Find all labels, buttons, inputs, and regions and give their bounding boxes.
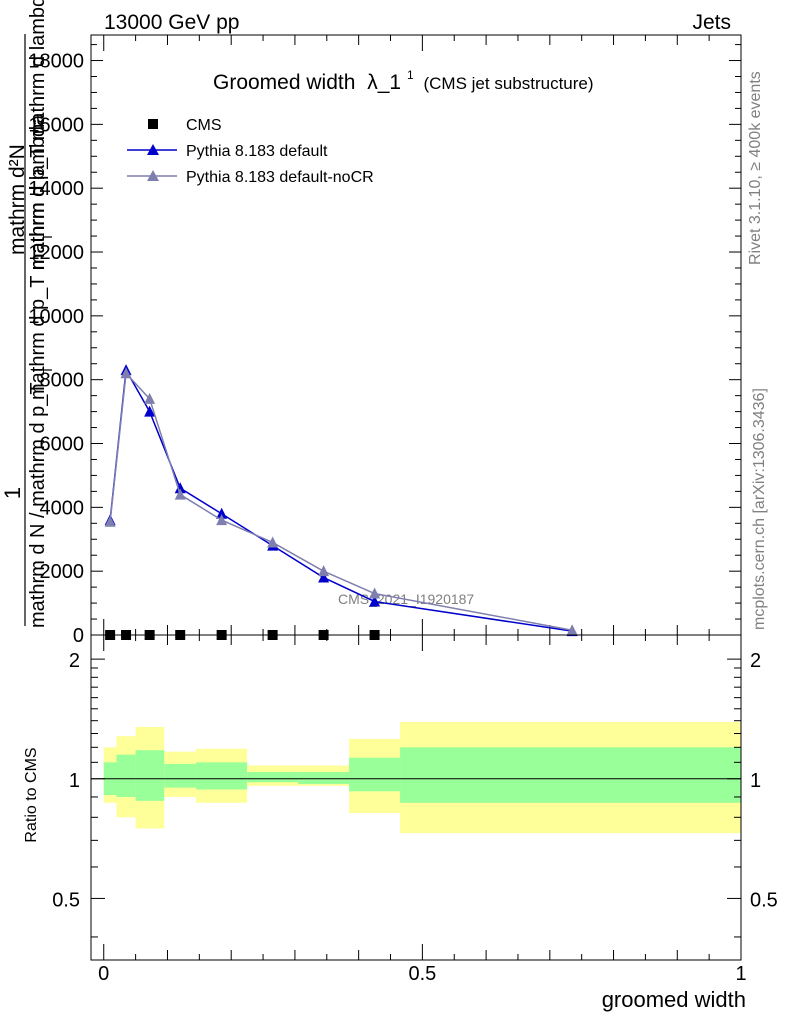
title-symbol: λ_1: [367, 71, 401, 94]
header-energy: 13000 GeV pp: [104, 11, 239, 34]
ratio-frame: [90, 634, 742, 961]
legend-pythia-default-label: Pythia 8.183 default: [186, 143, 328, 160]
ratio-band-inner: [164, 763, 197, 788]
ylabel-numerator: 1: [0, 487, 25, 499]
ratio-band-inner: [247, 772, 299, 783]
ylabel-subscript-t-1: T: [40, 233, 55, 241]
pythia-8-183-default-nocr-point: [267, 536, 279, 548]
pythia-8-183-default-point: [174, 482, 186, 494]
main-ytick-label: 4000: [40, 497, 85, 519]
ratio-band-inner: [135, 750, 165, 801]
legend-pythia-nocr-marker: [147, 170, 159, 181]
legend-pythia-nocr-label: Pythia 8.183 default-noCR: [186, 169, 374, 186]
main-ytick-label: 0: [73, 625, 84, 647]
ratio-ytick-label: 1: [69, 770, 80, 792]
main-ytick-label: 2000: [40, 561, 85, 583]
header-category: Jets: [692, 11, 731, 34]
ratio-xtick-label: 0: [98, 963, 109, 985]
pythia-8-183-default-nocr-point: [104, 515, 116, 527]
ratio-band-inner: [400, 747, 741, 803]
main-ytick-label: 8000: [40, 370, 85, 392]
pythia-8-183-default-nocr-point: [369, 587, 381, 599]
pythia-8-183-default-nocr-point: [566, 624, 578, 636]
pythia-8-183-default-point: [144, 405, 156, 417]
ylabel-fraction-numerator: mathrm d²N: [6, 144, 29, 255]
main-panel: 0 2000 4000 6000 8000 10000 12000 14000 16000 180…: [0, 0, 742, 647]
pythia-8-183-default-point: [216, 507, 228, 519]
ratio-band-inner: [116, 754, 136, 797]
ratio-ytick-label: 2: [69, 650, 80, 672]
ratio-ytick-label-right: 2: [750, 650, 761, 672]
main-x-ticks: [103, 35, 742, 635]
title-subtitle: (CMS jet substructure): [423, 74, 593, 93]
legend: CMS Pythia 8.183 default Pythia 8.183 de…: [127, 117, 374, 186]
ratio-bands: [103, 721, 741, 834]
pythia-8-183-default-nocr-point: [318, 565, 330, 577]
title-sup: 1: [407, 68, 414, 82]
ratio-ytick-label-right: 1: [750, 770, 761, 792]
ylabel-fraction-denominator-1: mathrm d p_T mathrm d lambda: [27, 114, 49, 400]
ylabel-subscript-t-2: T: [40, 366, 55, 374]
main-ytick-label: 14000: [28, 178, 84, 200]
ratio-xtick-label: 0.5: [408, 963, 436, 985]
main-ytick-label: 10000: [28, 306, 84, 328]
pythia-8-183-default-nocr-point: [174, 488, 186, 500]
main-ytick-label: 6000: [40, 434, 85, 456]
ratio-band-inner: [349, 757, 401, 792]
ratio-xtick-label: 1: [735, 963, 746, 985]
legend-cms-marker: [148, 119, 158, 129]
pythia-8-183-default-nocr-point: [120, 367, 132, 379]
x-axis-label: groomed width: [602, 987, 746, 1012]
main-y-axis-label: 1 mathrm d N / mathrm d p_T mathrm d²N m…: [0, 0, 55, 628]
main-ytick-label: 16000: [28, 114, 84, 136]
ratio-ytick-label: 0.5: [52, 889, 80, 911]
main-ytick-label: 18000: [28, 51, 84, 73]
ratio-x-ticks: 0 0.5 1: [98, 635, 747, 985]
pythia-8-183-default-nocr-point: [144, 392, 156, 404]
main-ytick-label: 12000: [28, 242, 84, 264]
ratio-ytick-label-right: 0.5: [750, 889, 778, 911]
ylabel-denominator: mathrm d N / mathrm d p_T: [27, 382, 49, 628]
legend-cms-label: CMS: [186, 117, 222, 134]
pythia-8-183-default-point: [318, 571, 330, 583]
ratio-y-ticks: 0.5 0.5 1 1 2 2: [52, 650, 778, 938]
main-title: Groomed width λ_1 1 (CMS jet substructur…: [213, 61, 594, 94]
ratio-band-inner: [298, 772, 350, 785]
main-y-ticks: 0 2000 4000 6000 8000 10000 12000 14000 16000 180…: [28, 44, 741, 647]
legend-pythia-default-marker: [147, 144, 159, 155]
ratio-y-label: Ratio to CMS: [23, 747, 40, 842]
rivet-label: Rivet 3.1.10, ≥ 400k events: [747, 71, 764, 265]
pythia-8-183-default-point: [369, 595, 381, 607]
title-text: Groomed width: [213, 71, 355, 94]
ratio-panel: 0.5 0.51 12 2 0 0.5 1 Ratio to CMS groomed wi…: [23, 634, 778, 1012]
ratio-band-inner: [196, 762, 248, 790]
ylabel-fraction-denominator-2: mathrm d p_T mathrm d lambda: [27, 0, 49, 270]
pythia-8-183-default-nocr-point: [216, 514, 228, 526]
mcplots-label: mcplots.cern.ch [arXiv:1306.3436]: [751, 388, 768, 630]
